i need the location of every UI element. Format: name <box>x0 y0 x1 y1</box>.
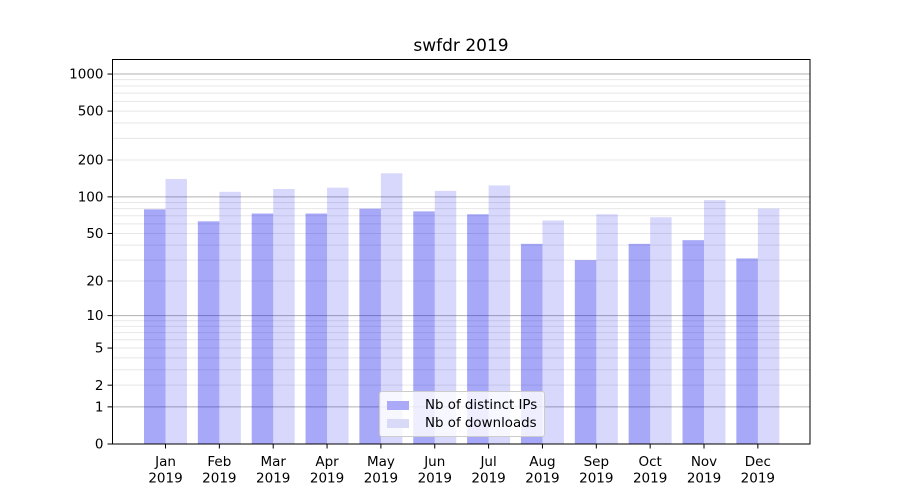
x-tick-label-month: Nov <box>691 454 717 470</box>
y-tick-label: 500 <box>78 104 104 120</box>
y-tick-label: 5 <box>95 341 104 357</box>
legend-item-downloads: Nb of downloads <box>387 416 544 431</box>
y-tick-label: 100 <box>78 189 104 205</box>
x-tick-label-month: Mar <box>260 454 286 470</box>
legend-label-downloads: Nb of downloads <box>425 415 537 431</box>
bar-distinct-ips <box>467 214 489 444</box>
bar-downloads <box>704 200 726 444</box>
x-tick-label-month: May <box>367 454 395 470</box>
legend-label-distinct-ips: Nb of distinct IPs <box>425 397 538 413</box>
legend-item-distinct-ips: Nb of distinct IPs <box>387 398 544 413</box>
bar-distinct-ips <box>682 240 704 444</box>
x-tick-label-month: Apr <box>315 454 339 470</box>
bar-distinct-ips <box>359 208 381 444</box>
x-tick-label-year: 2019 <box>418 471 452 487</box>
legend: Nb of distinct IPs Nb of downloads <box>379 391 545 437</box>
x-tick-label-year: 2019 <box>633 471 667 487</box>
bar-distinct-ips <box>251 213 274 444</box>
bar-downloads <box>165 179 187 444</box>
plot-border <box>112 59 811 445</box>
bar-downloads <box>757 208 780 444</box>
bar-downloads <box>273 188 295 444</box>
y-tick-label: 50 <box>86 226 103 242</box>
y-tick-label: 10 <box>86 308 103 324</box>
x-tick-label-month: Dec <box>745 454 771 470</box>
y-tick-label: 1 <box>95 399 104 415</box>
y-tick-label: 200 <box>78 153 104 169</box>
bar-downloads <box>488 185 511 444</box>
bar-distinct-ips <box>628 243 651 444</box>
x-tick-label-year: 2019 <box>364 471 398 487</box>
x-tick-label-year: 2019 <box>741 471 775 487</box>
x-tick-label-month: Jul <box>479 454 496 470</box>
x-tick-label-month: Jan <box>154 454 176 470</box>
x-tick-label-year: 2019 <box>148 471 182 487</box>
bar-downloads <box>327 187 349 444</box>
x-tick-label-month: Feb <box>207 454 231 470</box>
x-tick-label-month: Aug <box>529 454 555 470</box>
bar-downloads <box>434 190 457 444</box>
x-tick-label-month: Jun <box>423 454 445 470</box>
legend-swatch-distinct-ips <box>387 400 409 410</box>
x-tick-label-month: Oct <box>638 454 661 470</box>
legend-swatch-downloads <box>387 418 409 428</box>
bar-distinct-ips <box>413 211 435 444</box>
x-tick-label-year: 2019 <box>202 471 236 487</box>
y-tick-label: 1000 <box>69 67 103 83</box>
x-tick-label-year: 2019 <box>310 471 344 487</box>
chart-title: swfdr 2019 <box>413 36 509 56</box>
bar-distinct-ips <box>574 260 597 444</box>
bar-downloads <box>650 217 672 444</box>
bar-distinct-ips <box>197 221 220 444</box>
x-tick-label-year: 2019 <box>687 471 721 487</box>
x-tick-label-year: 2019 <box>525 471 559 487</box>
x-tick-label-month: Sep <box>584 454 609 470</box>
y-tick-label: 2 <box>95 378 104 394</box>
bar-distinct-ips <box>736 258 758 444</box>
bar-distinct-ips <box>144 209 166 444</box>
bar-downloads <box>219 191 241 444</box>
bar-downloads <box>542 220 564 444</box>
x-tick-label-year: 2019 <box>579 471 613 487</box>
bar-downloads <box>596 214 618 444</box>
x-tick-label-year: 2019 <box>256 471 290 487</box>
y-tick-label: 0 <box>95 437 104 453</box>
x-tick-label-year: 2019 <box>471 471 505 487</box>
bar-downloads <box>380 173 403 444</box>
y-tick-label: 20 <box>86 274 103 290</box>
bar-distinct-ips <box>305 213 328 444</box>
